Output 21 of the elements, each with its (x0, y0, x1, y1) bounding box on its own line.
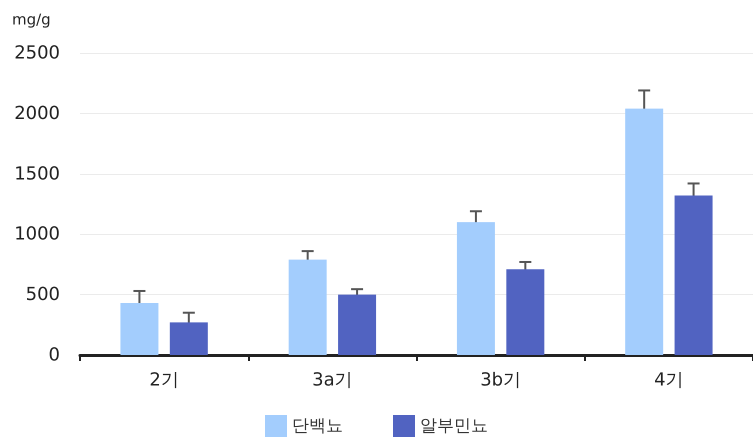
y-tick-label: 500 (26, 284, 60, 306)
y-tick-label: 1500 (14, 163, 60, 184)
bar (120, 303, 158, 355)
x-tick-label: 3a기 (312, 370, 353, 390)
y-axis-title: mg/g (12, 10, 51, 28)
y-tick-label: 1000 (14, 224, 60, 245)
x-tick-label: 3b기 (480, 370, 522, 390)
y-tick-label: 2500 (14, 42, 60, 64)
legend-label: 단백뇨 (292, 416, 343, 436)
bar (456, 222, 495, 355)
bar (674, 196, 713, 355)
x-tick-label: 2기 (149, 370, 179, 390)
x-tick-label: 4기 (654, 370, 684, 390)
y-tick-label: 0 (48, 344, 60, 366)
bar (625, 108, 664, 355)
bar (288, 260, 327, 355)
legend-label: 알부민뇨 (420, 416, 488, 436)
bar (170, 322, 208, 355)
y-tick-label: 2000 (14, 102, 60, 124)
bar (338, 294, 376, 355)
bar (506, 269, 544, 355)
